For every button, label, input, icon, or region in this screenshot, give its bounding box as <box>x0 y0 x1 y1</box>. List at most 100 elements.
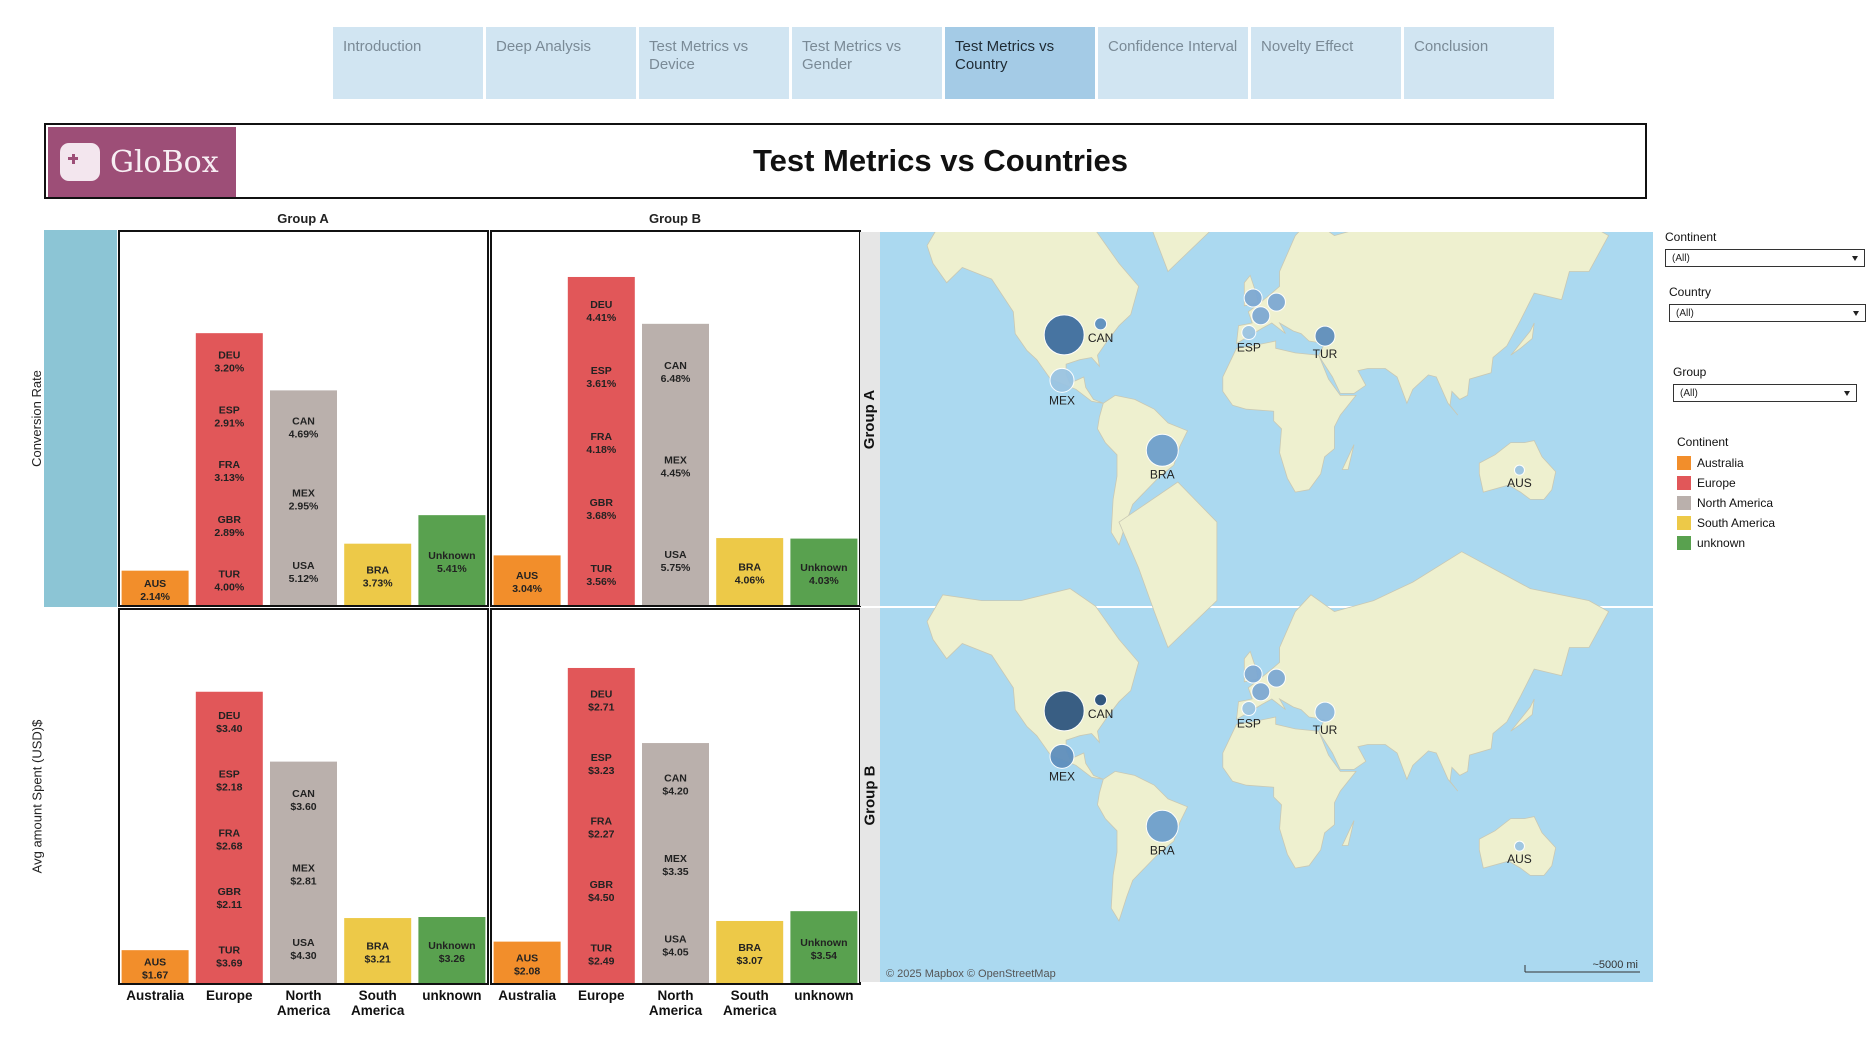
segment-value-usa: $4.05 <box>662 947 688 959</box>
map-marker-unlabeled-7 <box>1266 292 1286 312</box>
segment-value-can: 6.48% <box>661 373 691 385</box>
segment-value-tur: $3.69 <box>216 958 242 970</box>
segment-label-deu: DEU <box>218 710 240 722</box>
continent-select[interactable]: (All) <box>1665 249 1865 267</box>
page-title: Test Metrics vs Countries <box>753 143 1128 178</box>
legend-title: Continent <box>1677 435 1729 449</box>
legend-swatch <box>1677 456 1691 470</box>
segment-label-mex: MEX <box>664 454 687 466</box>
map-marker-unlabeled-5 <box>1243 288 1263 308</box>
segment-label-gbr: GBR <box>590 879 614 891</box>
bar-chart-grid: AUS2.14%DEU3.20%ESP2.91%FRA3.13%GBR2.89%… <box>118 230 861 1018</box>
tab-conclusion[interactable]: Conclusion <box>1404 27 1554 99</box>
legend-item-south-america[interactable]: South America <box>1677 513 1775 533</box>
segment-value-gbr: 2.89% <box>214 527 244 539</box>
segment-label-can: CAN <box>292 415 315 427</box>
bar-europe <box>195 333 263 607</box>
x-axis-label-north-america-b: North <box>658 988 694 1003</box>
group-select[interactable]: (All) <box>1673 384 1857 402</box>
segment-label-bra: BRA <box>366 564 389 576</box>
segment-label-gbr: GBR <box>218 886 242 898</box>
map-marker-bra-3 <box>1145 809 1179 843</box>
map-marker-can-0 <box>1094 693 1108 707</box>
map-marker-esp-4 <box>1241 325 1257 341</box>
segment-label-esp: ESP <box>219 769 240 781</box>
map-marker-aus-9 <box>1513 840 1525 852</box>
tab-test-metrics-vs-gender[interactable]: Test Metrics vs Gender <box>792 27 942 99</box>
country-maps[interactable]: CANMEXBRAESPTURAUSAUSCANMEXBRAESPTURAUSA… <box>880 232 1653 982</box>
segment-value-fra: 4.18% <box>586 444 616 456</box>
filter-label-continent: Continent <box>1665 230 1717 244</box>
legend-item-north-america[interactable]: North America <box>1677 493 1775 513</box>
segment-label-fra: FRA <box>591 431 613 443</box>
map-marker-label-aus: AUS <box>1507 476 1532 490</box>
bar-south-america <box>344 543 412 607</box>
map-attribution: © 2025 Mapbox © OpenStreetMap <box>886 968 1056 980</box>
column-title-group-a: Group A <box>277 211 329 226</box>
segment-value-unknown: 5.41% <box>437 563 467 575</box>
bar-north-america <box>270 761 337 985</box>
legend-item-label: unknown <box>1697 536 1746 550</box>
segment-label-aus: AUS <box>516 952 538 964</box>
legend-item-unknown[interactable]: unknown <box>1677 533 1775 553</box>
tab-bar: Introduction Deep Analysis Test Metrics … <box>333 27 1557 99</box>
map-panel-group-a: CANMEXBRAESPTURAUSAUS <box>880 232 1653 606</box>
segment-label-can: CAN <box>292 788 315 800</box>
map-marker-can-0 <box>1094 317 1108 331</box>
logo-text: GloBox <box>110 144 219 180</box>
legend-swatch <box>1677 496 1691 510</box>
map-landmass-8 <box>1510 698 1535 732</box>
segment-value-aus: $1.67 <box>142 970 168 982</box>
country-select[interactable]: (All) <box>1669 304 1866 322</box>
segment-value-usa: $4.30 <box>290 950 316 962</box>
segment-value-esp: $2.18 <box>216 782 242 794</box>
segment-label-fra: FRA <box>219 459 241 471</box>
segment-value-deu: 3.20% <box>214 363 244 375</box>
segment-label-unknown: Unknown <box>800 937 847 949</box>
map-marker-label-mex: MEX <box>1049 769 1075 783</box>
map-marker-unlabeled-5 <box>1243 664 1263 684</box>
legend-item-australia[interactable]: Australia <box>1677 453 1775 473</box>
segment-value-aus: 2.14% <box>140 591 170 603</box>
segment-value-mex: 2.95% <box>289 501 319 513</box>
dashboard-header: GloBox Test Metrics vs Countries <box>44 123 1647 199</box>
tab-test-metrics-vs-device[interactable]: Test Metrics vs Device <box>639 27 789 99</box>
map-row-label-group-b-text: Group B <box>861 765 879 825</box>
tab-confidence-interval[interactable]: Confidence Interval <box>1098 27 1248 99</box>
bar-europe <box>567 667 635 985</box>
segment-label-usa: USA <box>292 560 315 572</box>
segment-label-tur: TUR <box>591 563 613 575</box>
legend-item-europe[interactable]: Europe <box>1677 473 1775 493</box>
segment-value-bra: $3.07 <box>737 955 763 967</box>
map-marker-unlabeled-1 <box>1043 314 1085 356</box>
segment-label-tur: TUR <box>591 942 613 954</box>
segment-label-deu: DEU <box>218 350 240 362</box>
segment-value-tur: $2.49 <box>588 955 614 967</box>
tab-introduction[interactable]: Introduction <box>333 27 483 99</box>
tab-test-metrics-vs-country[interactable]: Test Metrics vs Country <box>945 27 1095 99</box>
tab-deep-analysis[interactable]: Deep Analysis <box>486 27 636 99</box>
x-axis-label-europe-a: Europe <box>206 988 253 1003</box>
segment-label-fra: FRA <box>219 827 241 839</box>
gamepad-icon <box>60 143 100 181</box>
bar-europe <box>567 276 635 607</box>
segment-label-tur: TUR <box>219 569 241 581</box>
map-landmass-5 <box>1118 481 1218 649</box>
map-landmass-7 <box>1341 820 1355 846</box>
segment-label-deu: DEU <box>590 689 612 701</box>
segment-label-mex: MEX <box>664 853 687 865</box>
tab-novelty-effect[interactable]: Novelty Effect <box>1251 27 1401 99</box>
segment-label-unknown: Unknown <box>800 562 847 574</box>
map-landmass-3 <box>1222 716 1357 869</box>
segment-label-esp: ESP <box>591 365 612 377</box>
segment-value-gbr: $2.11 <box>216 899 242 911</box>
segment-value-usa: 5.75% <box>661 562 691 574</box>
segment-label-usa: USA <box>664 934 687 946</box>
segment-label-bra: BRA <box>738 942 761 954</box>
x-axis-label-north-america-b: America <box>649 1003 703 1018</box>
segment-label-fra: FRA <box>591 815 613 827</box>
x-axis-label-europe-b: Europe <box>578 988 625 1003</box>
x-axis-label-unknown-b: unknown <box>794 988 853 1003</box>
segment-label-gbr: GBR <box>218 514 242 526</box>
